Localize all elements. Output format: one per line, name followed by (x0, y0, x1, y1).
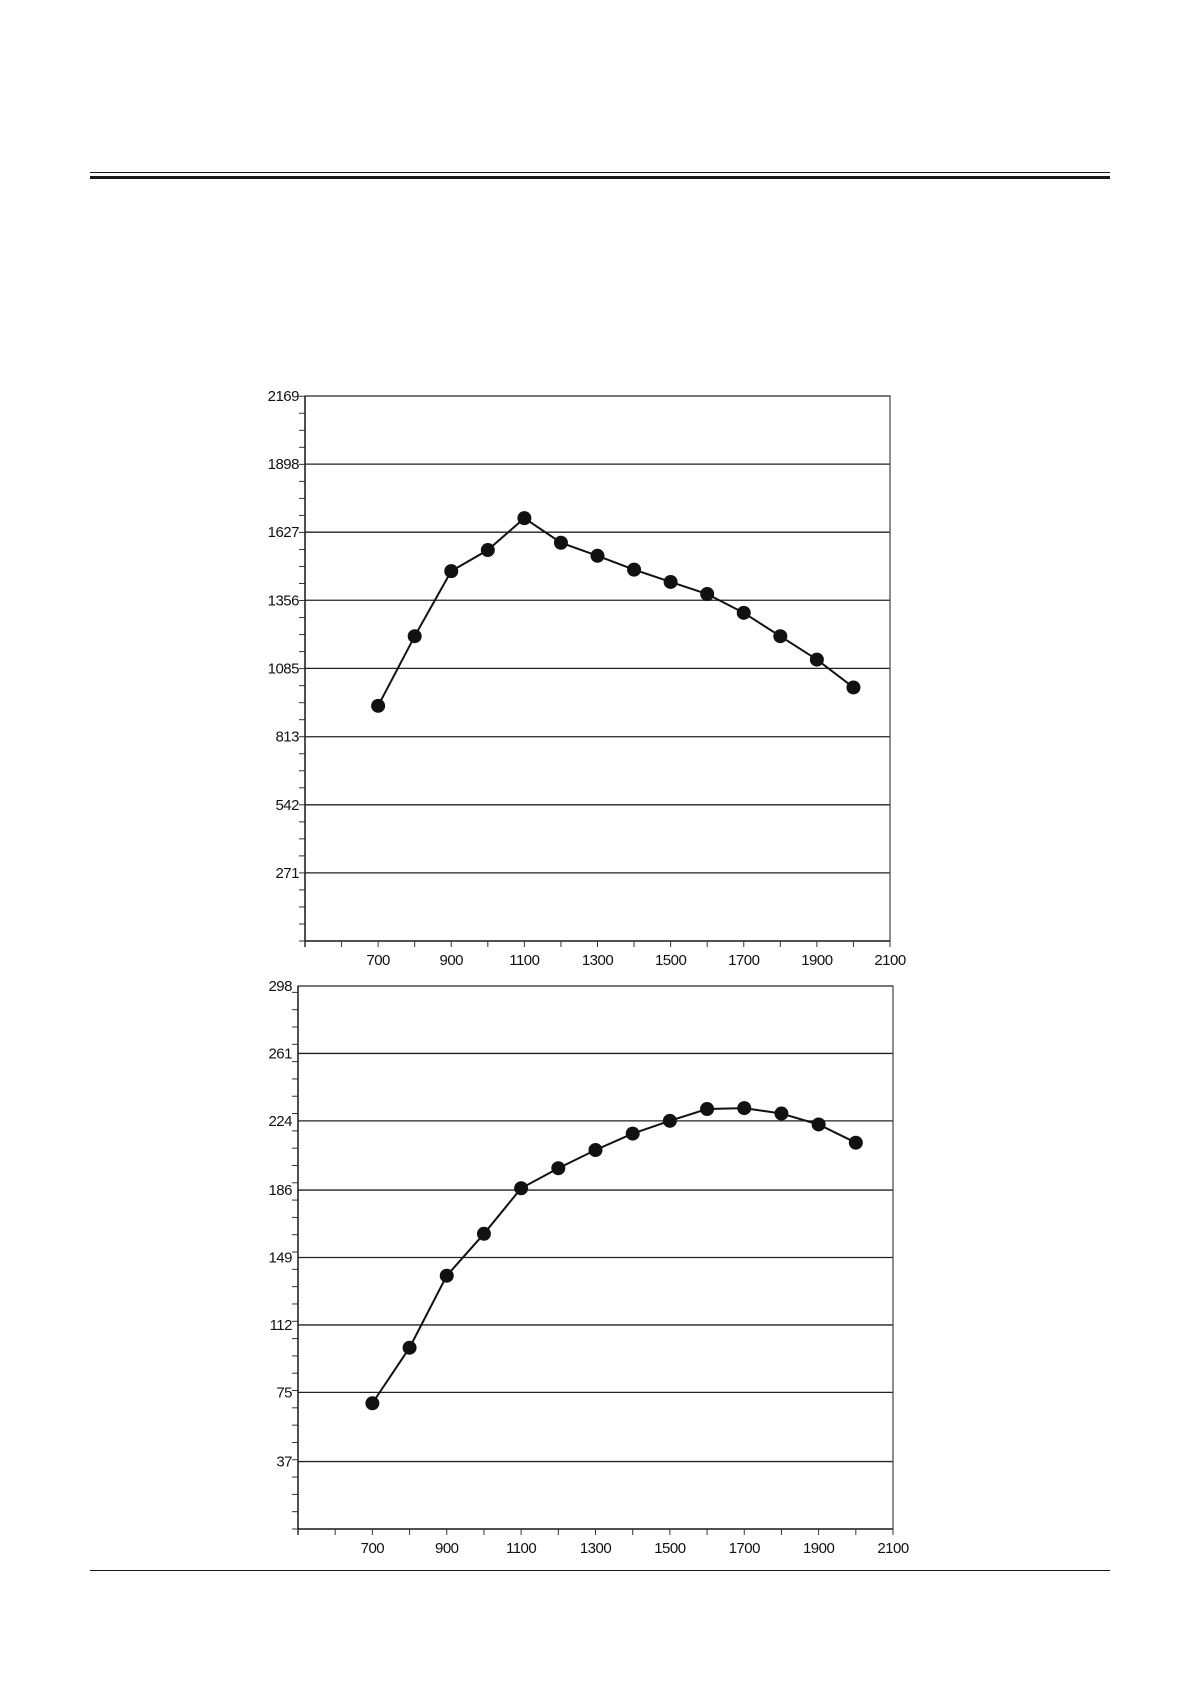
data-point (590, 548, 605, 563)
y-tick-label: 1627 (268, 524, 300, 541)
y-tick-label: 149 (268, 1250, 292, 1267)
x-tick-label: 900 (435, 1540, 459, 1557)
x-tick-label: 1100 (509, 952, 539, 969)
y-tick-label: 542 (275, 797, 299, 814)
data-point (662, 1113, 677, 1128)
data-point (365, 1396, 380, 1411)
data-point (736, 605, 751, 620)
x-tick-label: 1500 (655, 952, 687, 969)
x-tick-label: 1900 (801, 952, 833, 969)
data-point (476, 1226, 491, 1241)
series-line (371, 1107, 857, 1404)
x-tick-label: 1700 (728, 952, 760, 969)
y-tick-label: 186 (268, 1182, 292, 1199)
data-point (407, 629, 422, 644)
chart-1: 271 542 813 1085 1356 1627 1898 2169 700 900 1100 1… (268, 388, 907, 969)
data-point (774, 1106, 789, 1121)
x-tick-label: 900 (439, 952, 463, 969)
data-point (439, 1268, 454, 1283)
data-point (846, 680, 861, 695)
y-tick-label: 1898 (268, 456, 300, 473)
y-tick-label: 75 (276, 1384, 292, 1401)
x-tick-label: 1100 (506, 1540, 536, 1557)
data-point (517, 511, 532, 526)
data-point (700, 1101, 715, 1116)
data-point (371, 698, 386, 713)
y-tick-label: 112 (270, 1317, 293, 1334)
header-rule-thick (90, 176, 1110, 179)
data-point (444, 564, 459, 579)
data-point (553, 535, 568, 550)
data-point (627, 562, 642, 577)
x-tick-label: 1500 (654, 1540, 686, 1557)
data-point (588, 1142, 603, 1157)
data-point (514, 1181, 529, 1196)
data-point (737, 1101, 752, 1116)
data-point (402, 1340, 417, 1355)
footer-rule (90, 1570, 1110, 1571)
data-point (663, 574, 678, 589)
data-point (480, 543, 495, 558)
series-line (377, 516, 855, 707)
y-tick-label: 271 (275, 865, 299, 882)
data-point (700, 586, 715, 601)
y-tick-label: 261 (268, 1045, 292, 1062)
data-point (809, 652, 824, 667)
x-tick-label: 1900 (803, 1540, 835, 1557)
header-rule-thin (90, 172, 1110, 173)
y-tick-label: 1085 (268, 660, 300, 677)
data-point (848, 1135, 863, 1150)
x-tick-label: 700 (361, 1540, 385, 1557)
y-tick-label: 2169 (268, 388, 300, 405)
x-tick-label: 700 (366, 952, 390, 969)
y-tick-label: 298 (268, 978, 292, 995)
x-tick-label: 2100 (874, 952, 906, 969)
y-tick-label: 37 (276, 1454, 292, 1471)
data-point (773, 629, 788, 644)
chart-2: 37 75 112 149 186 224 261 298 700 900 1100 1300 1500… (268, 978, 909, 1557)
y-tick-label: 813 (275, 729, 299, 746)
data-point (551, 1161, 566, 1176)
x-tick-label: 1700 (729, 1540, 761, 1557)
x-tick-label: 2100 (877, 1540, 909, 1557)
y-tick-label: 224 (268, 1113, 292, 1130)
data-point (625, 1126, 640, 1141)
data-point (811, 1117, 826, 1132)
x-tick-label: 1300 (582, 952, 614, 969)
y-tick-label: 1356 (268, 592, 300, 609)
x-tick-label: 1300 (580, 1540, 612, 1557)
